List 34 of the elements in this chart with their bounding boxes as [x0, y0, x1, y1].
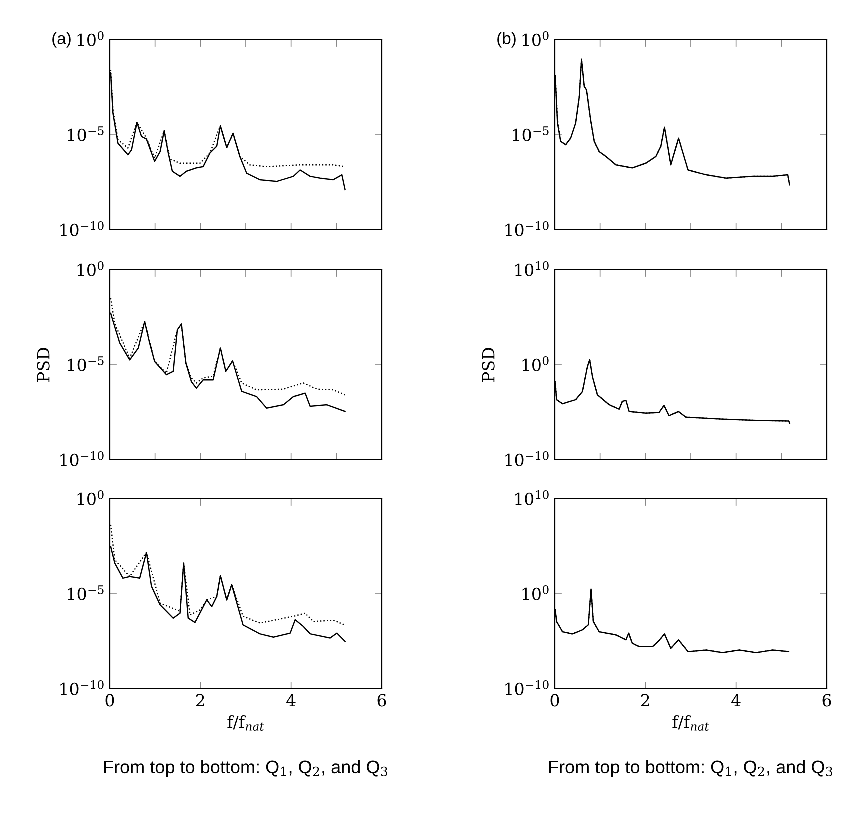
y-tick-label: 10$^{−10}$: [506, 222, 549, 236]
y-tick-label: 10$^{−10}$: [60, 452, 104, 466]
y-tick-label: 10$^{−10}$: [60, 680, 104, 696]
text: From top to bottom: Q$_{1}$, Q$_{2}$, and Q$_{3}$: [549, 760, 833, 778]
x-tick-label: 6: [378, 694, 386, 707]
x-tick-label: 0: [106, 694, 114, 707]
y-tick-label: 10$^{−10}$: [60, 222, 104, 236]
x-tick-label: 0: [550, 694, 560, 707]
y-tick-label: 10$^{0}$: [522, 586, 549, 600]
x-tick-label: 4: [286, 694, 296, 707]
y-tick-label: 10$^{−5}$: [68, 586, 104, 600]
y-axis-title: PSD: [482, 348, 495, 382]
text: (b): [498, 32, 516, 48]
y-tick-label: 10$^{0}$: [522, 32, 549, 46]
y-axis-title: PSD: [37, 348, 50, 382]
x-axis-title: f/f$_{nat}$: [672, 716, 710, 731]
text: (a): [52, 32, 71, 48]
y-tick-label: 10$^{0}$: [78, 32, 104, 46]
x-tick-label: 2: [641, 694, 650, 707]
x-axis-title: f/f$_{nat}$: [228, 716, 264, 731]
x-tick-label: 2: [196, 694, 204, 707]
y-tick-label: 10$^{−5}$: [68, 126, 104, 142]
y-tick-label: 10$^{−5}$: [68, 356, 104, 372]
y-tick-label: 10$^{10}$: [516, 262, 549, 276]
y-tick-label: 10$^{10}$: [516, 490, 549, 506]
text: From top to bottom: Q$_{1}$, Q$_{2}$, and Q$_{3}$: [104, 760, 388, 778]
x-tick-label: 4: [732, 694, 741, 707]
y-tick-label: 10$^{−10}$: [506, 680, 549, 696]
y-tick-label: 10$^{0}$: [78, 490, 104, 506]
y-tick-label: 10$^{−5}$: [513, 126, 549, 142]
y-tick-label: 10$^{−10}$: [506, 452, 549, 466]
y-tick-label: 10$^{0}$: [78, 262, 104, 276]
x-tick-label: 6: [822, 694, 832, 707]
y-tick-label: 10$^{0}$: [522, 356, 549, 372]
